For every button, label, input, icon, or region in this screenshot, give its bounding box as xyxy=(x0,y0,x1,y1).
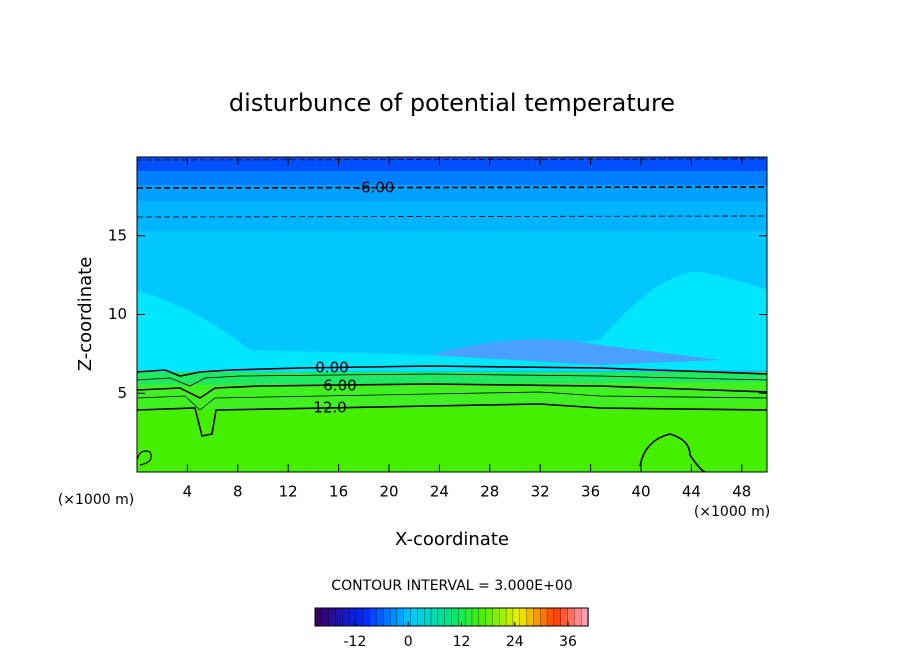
colorbar-tick-label: 24 xyxy=(506,634,524,650)
contour-label: 12.0 xyxy=(313,399,346,417)
x-tick-label: 16 xyxy=(329,483,348,501)
contour-line xyxy=(136,158,768,161)
colorbar-cell xyxy=(444,607,453,627)
contour-line xyxy=(136,391,768,411)
x-tick-label: 24 xyxy=(430,483,449,501)
colorbar-cell xyxy=(574,607,582,627)
x-tick-label: 48 xyxy=(732,483,751,501)
colorbar-cell xyxy=(512,607,521,627)
x-tick-label: 28 xyxy=(480,483,499,501)
colorbar-cell xyxy=(533,607,541,627)
colorbar-tick-label: 36 xyxy=(559,634,577,650)
colorbar-cell xyxy=(478,607,487,627)
colorbar-tick-label: 12 xyxy=(453,634,471,650)
field-region xyxy=(430,339,720,365)
colorbar: -12 0 12 24 36 xyxy=(314,607,589,650)
contour-label: 6.00 xyxy=(323,377,356,395)
contour-line xyxy=(136,365,768,377)
colorbar-cell xyxy=(403,607,412,627)
contour-line xyxy=(136,186,768,189)
x-tick-label: 40 xyxy=(631,483,650,501)
colorbar-cell xyxy=(335,607,343,627)
colorbar-cell xyxy=(376,607,384,627)
x-tick-label: 8 xyxy=(233,483,243,501)
colorbar-cell xyxy=(362,607,371,627)
colorbar-cell xyxy=(464,607,473,627)
y-tick-label: 5 xyxy=(117,384,127,402)
x-tick-label: 44 xyxy=(682,483,701,501)
colorbar-cell xyxy=(471,607,480,627)
colorbar-cell xyxy=(540,607,548,627)
colorbar-tick-label: 0 xyxy=(404,634,413,650)
chart-title: disturbunce of potential temperature xyxy=(229,89,675,117)
colorbar-cell xyxy=(396,607,405,627)
x-tick-label: 12 xyxy=(279,483,298,501)
y-tick-label: 15 xyxy=(108,226,127,244)
colorbar-cell xyxy=(355,607,364,627)
colorbar-cell xyxy=(546,607,555,627)
colorbar-frame xyxy=(314,607,589,627)
colorbar-cell xyxy=(581,607,589,627)
colorbar-cell xyxy=(383,607,391,627)
colorbar-cell xyxy=(424,607,432,627)
colorbar-cell xyxy=(485,607,494,627)
colorbar-cell xyxy=(314,607,323,627)
colorbar-cell xyxy=(451,607,459,627)
x-tick-label: 36 xyxy=(581,483,600,501)
colorbar-cell xyxy=(560,607,569,627)
field-band xyxy=(137,185,767,201)
colorbar-cell xyxy=(526,607,535,627)
colorbar-tick-label: -12 xyxy=(344,634,367,650)
colorbar-cell xyxy=(389,607,398,627)
colorbar-cell xyxy=(499,607,507,627)
field-band xyxy=(137,171,767,185)
colorbar-cell xyxy=(369,607,378,627)
field-region xyxy=(137,405,767,472)
colorbar-cell xyxy=(553,607,562,627)
y-unit: (×1000 m) xyxy=(58,492,134,508)
contour-line xyxy=(136,383,768,399)
field xyxy=(137,157,767,472)
annotation: CONTOUR INTERVAL = 3.000E+00 xyxy=(331,578,572,594)
colorbar-cell xyxy=(410,607,419,627)
contour-line xyxy=(136,215,768,218)
contour-label: 0.00 xyxy=(315,359,348,377)
colorbar-cell xyxy=(492,607,500,627)
colorbar-cell xyxy=(430,607,439,627)
contour-line xyxy=(639,433,706,473)
x-tick-label: 4 xyxy=(183,483,193,501)
colorbar-cell xyxy=(505,607,514,627)
contour-line xyxy=(136,450,152,466)
contour-line xyxy=(136,403,768,437)
y-axis-label: Z-coordinate xyxy=(75,257,96,372)
x-axis-label: X-coordinate xyxy=(395,529,509,550)
y-tick-label: 10 xyxy=(108,305,127,323)
colorbar-cell xyxy=(328,607,337,627)
x-unit: (×1000 m) xyxy=(694,504,770,520)
colorbar-cell xyxy=(321,607,330,627)
field-band xyxy=(137,157,767,171)
colorbar-cell xyxy=(417,607,425,627)
contour-line xyxy=(136,373,768,387)
colorbar-cell xyxy=(342,607,350,627)
colorbar-cell xyxy=(519,607,528,627)
colorbar-cell xyxy=(567,607,576,627)
contour-label: -6.00 xyxy=(356,179,395,197)
x-tick-label: 20 xyxy=(379,483,398,501)
colorbar-cell xyxy=(437,607,446,627)
x-tick-label: 32 xyxy=(531,483,550,501)
contours: -6.00 0.006.00 12.0 xyxy=(136,158,768,473)
